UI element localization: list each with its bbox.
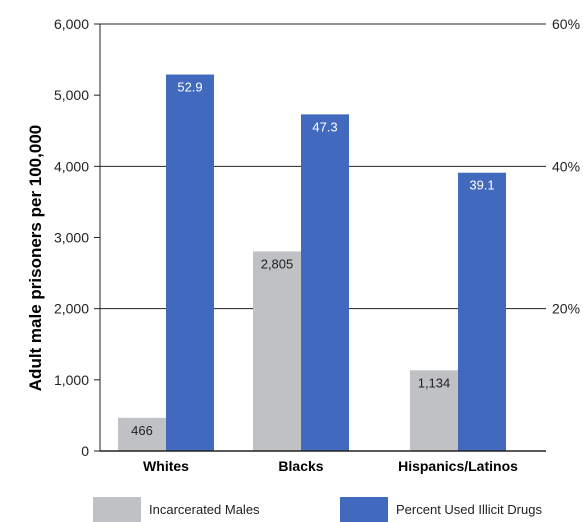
bars [118,74,506,452]
bar-percent-illicit-drugs [458,172,506,451]
y-tick-label: 5,000 [54,87,89,103]
data-label-incarcerated-males: 2,805 [261,256,294,271]
y2-tick-label: 40% [552,158,580,174]
y-tick-label: 1,000 [54,372,89,388]
data-label-percent-illicit-drugs: 47.3 [312,119,337,134]
x-category-label: Hispanics/Latinos [398,458,518,474]
data-label-percent-illicit-drugs: 39.1 [469,178,494,193]
axes: 20% 40% 60% 0 1,000 2,000 3,000 4,000 5,000 6,000… [54,16,580,474]
legend-label-percent-illicit-drugs: Percent Used Illicit Drugs [396,502,542,517]
bar-percent-illicit-drugs [301,114,349,452]
y-tick-label: 4,000 [54,158,89,174]
data-labels: 466 52.9 2,805 47.3 1,134 39.1 [131,80,495,438]
y-axis-label: Adult male prisoners per 100,000 [26,125,45,391]
y2-tick-label: 60% [552,16,580,32]
data-label-percent-illicit-drugs: 52.9 [177,80,202,95]
legend-swatch-incarcerated-males [93,497,141,522]
legend-swatch-percent-illicit-drugs [340,497,388,522]
bar-percent-illicit-drugs [166,74,214,452]
y-tick-label: 0 [81,443,89,459]
bar-incarcerated-males [253,251,301,451]
y-tick-label: 3,000 [54,230,89,246]
legend: Incarcerated Males Percent Used Illicit D… [93,497,542,522]
y-tick-label: 2,000 [54,301,89,317]
x-category-label: Whites [143,458,189,474]
data-label-incarcerated-males: 466 [131,423,153,438]
data-label-incarcerated-males: 1,134 [418,375,451,390]
bar-incarcerated-males [118,417,166,451]
y2-tick-label: 20% [552,301,580,317]
bar-incarcerated-males [410,370,458,451]
y-tick-label: 6,000 [54,16,89,32]
x-category-label: Blacks [278,458,323,474]
legend-label-incarcerated-males: Incarcerated Males [149,502,260,517]
